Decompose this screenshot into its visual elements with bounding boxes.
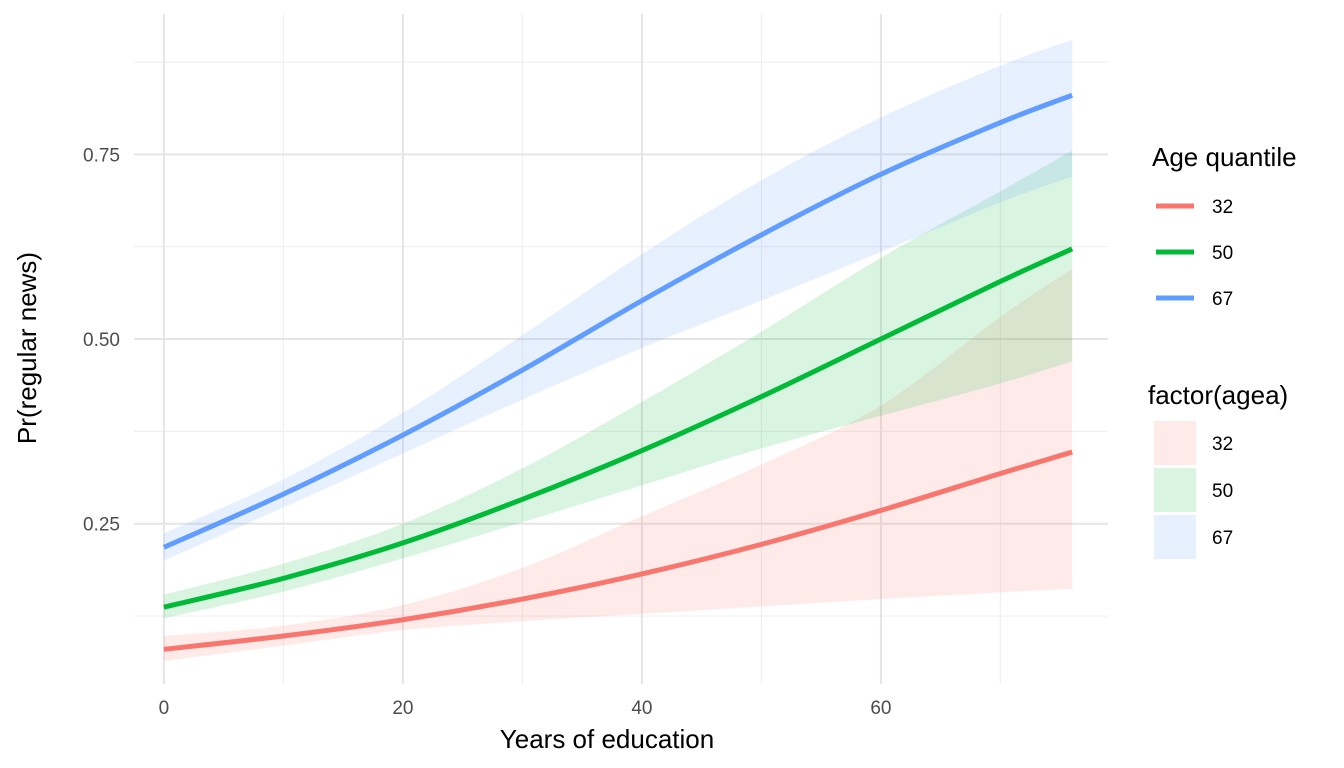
legend-fill-key-50 bbox=[1154, 468, 1196, 512]
line-50 bbox=[163, 246, 1074, 610]
x-tick-label: 0 bbox=[159, 698, 170, 719]
legend-fill-key-32 bbox=[1154, 421, 1196, 465]
legend-title-factor-agea: factor(agea) bbox=[1148, 380, 1288, 410]
legend-fill-label-32: 32 bbox=[1212, 434, 1233, 455]
legend-factor-agea: factor(agea) 32 50 67 bbox=[1148, 380, 1288, 559]
legend-line-label-32: 32 bbox=[1212, 197, 1233, 218]
band-67 bbox=[163, 39, 1073, 561]
legend-line-label-50: 50 bbox=[1212, 243, 1233, 264]
y-tick-label: 0.50 bbox=[83, 330, 120, 351]
legend-fill-key-67 bbox=[1154, 515, 1196, 559]
x-tick-label: 40 bbox=[631, 698, 652, 719]
y-tick-label: 0.75 bbox=[83, 145, 120, 166]
x-tick-label: 60 bbox=[870, 698, 891, 719]
x-tick-label: 20 bbox=[392, 698, 413, 719]
legend-title-age-quantile: Age quantile bbox=[1152, 142, 1297, 172]
band-50 bbox=[163, 150, 1073, 619]
line-67 bbox=[162, 92, 1074, 550]
legend-fill-label-67: 67 bbox=[1212, 528, 1233, 549]
series-lines bbox=[162, 92, 1074, 652]
y-axis-ticks: 0.25 0.50 0.75 bbox=[83, 145, 120, 535]
band-32 bbox=[163, 268, 1073, 662]
y-tick-label: 0.25 bbox=[83, 515, 120, 536]
legend-age-quantile: Age quantile 32 50 67 bbox=[1152, 142, 1297, 310]
line-32 bbox=[163, 449, 1073, 652]
confidence-bands bbox=[163, 39, 1073, 662]
x-axis-title: Years of education bbox=[500, 724, 714, 754]
x-axis-ticks: 0 20 40 60 bbox=[159, 698, 892, 719]
grid bbox=[134, 14, 1108, 684]
legend-fill-label-50: 50 bbox=[1212, 481, 1233, 502]
legend-line-label-67: 67 bbox=[1212, 289, 1233, 310]
y-axis-title: Pr(regular news) bbox=[12, 252, 42, 444]
